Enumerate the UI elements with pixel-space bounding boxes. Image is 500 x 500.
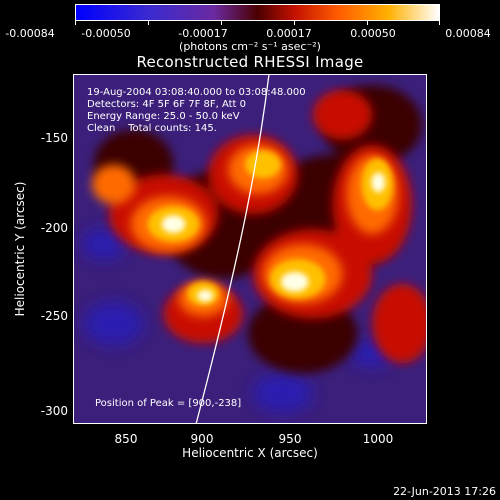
- y-tick-label: -150: [40, 131, 68, 145]
- y-tick-label: -250: [40, 309, 68, 323]
- x-tick-label: 850: [114, 432, 138, 446]
- y-tick-label: -200: [40, 221, 68, 235]
- detectors-text: Detectors: 4F 5F 6F 7F 8F, Att 0: [87, 99, 247, 110]
- colorbar-label: 0.00017: [266, 27, 312, 40]
- x-axis-title: Heliocentric X (arcsec): [182, 446, 318, 460]
- x-tick-label: 950: [278, 432, 302, 446]
- colorbar: [75, 4, 440, 21]
- colorbar-label: 0.00050: [350, 27, 396, 40]
- time-range-text: 19-Aug-2004 03:08:40.000 to 03:08:48.000: [87, 87, 306, 98]
- peak-position-text: Position of Peak = [900,-238]: [95, 398, 242, 409]
- colorbar-label: -0.00017: [178, 27, 228, 40]
- colorbar-tick: [367, 21, 368, 25]
- clean-counts-text: Clean Total counts: 145.: [87, 123, 217, 134]
- colorbar-tick: [221, 21, 222, 25]
- colorbar-label: -0.00050: [81, 27, 131, 40]
- timestamp: 22-Jun-2013 17:26: [393, 485, 496, 498]
- image-plot-area: 19-Aug-2004 03:08:40.000 to 03:08:48.000…: [73, 74, 427, 424]
- colorbar-tick: [294, 21, 295, 25]
- y-axis-title: Heliocentric Y (arcsec): [13, 181, 27, 317]
- y-tick-label: -300: [40, 404, 68, 418]
- energy-range-text: Energy Range: 25.0 - 50.0 keV: [87, 111, 240, 122]
- colorbar-tick: [148, 21, 149, 25]
- colorbar-tick: [75, 21, 76, 25]
- reconstructed-image: [74, 75, 426, 423]
- colorbar-label: 0.00084: [445, 27, 491, 40]
- image-title: Reconstructed RHESSI Image: [136, 53, 364, 71]
- x-tick-label: 1000: [362, 432, 394, 446]
- colorbar-label: -0.00084: [5, 27, 55, 40]
- colorbar-units: (photons cm⁻² s⁻¹ asec⁻²): [179, 40, 321, 53]
- x-tick-label: 900: [190, 432, 214, 446]
- colorbar-tick: [439, 21, 440, 25]
